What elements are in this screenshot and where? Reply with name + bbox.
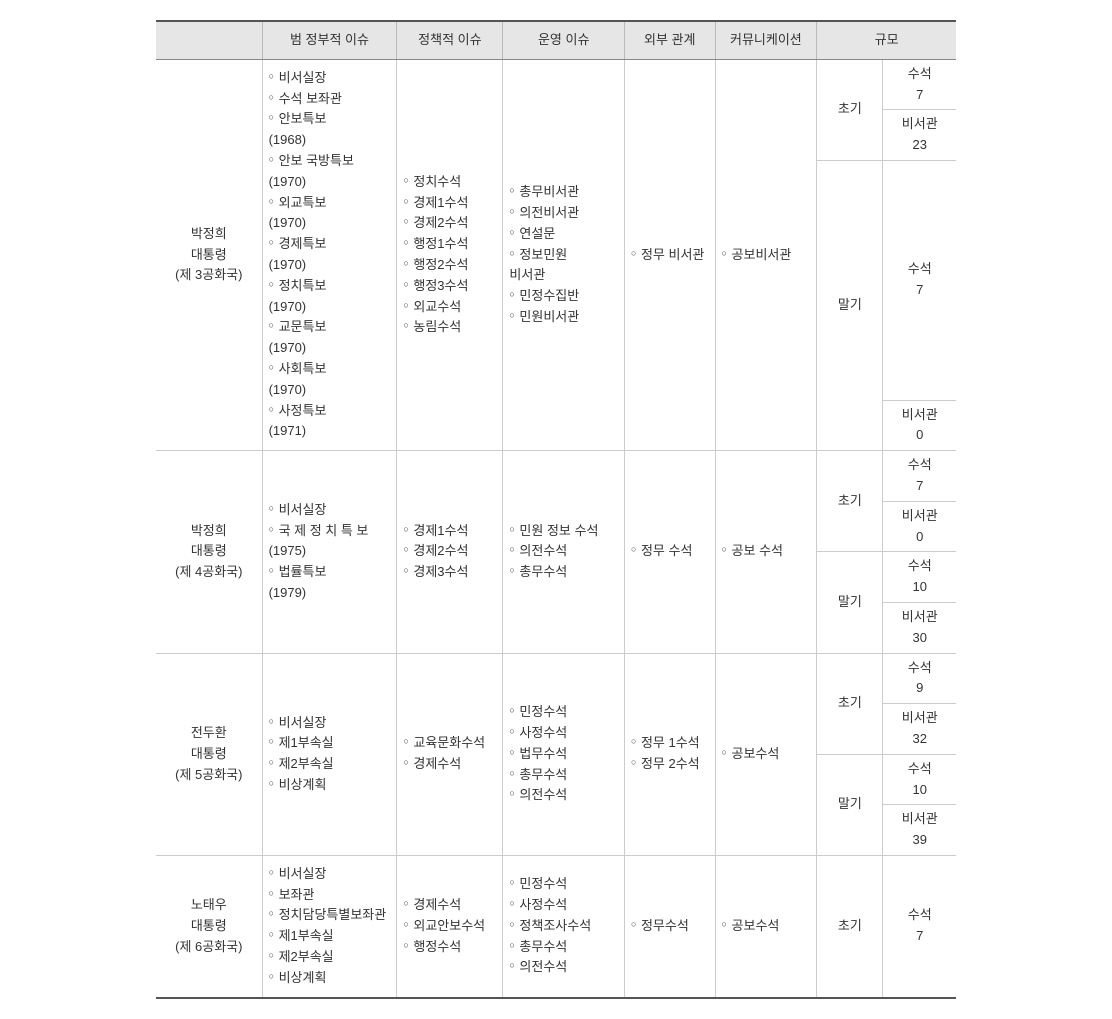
scale-cell: 비서관30 [883,602,956,653]
operations-cell: 민정수석사정수석정책조사수석총무수석의전수석 [503,855,625,997]
operations-cell: 총무비서관의전비서관연설문정보민원비서관민정수집반민원비서관 [503,59,625,450]
scale-cell: 수석9 [883,653,956,704]
president-cell: 노태우대통령(제 6공화국) [156,855,262,997]
comm-cell: 공보비서관 [715,59,817,450]
header-policy: 정책적 이슈 [397,21,503,59]
header-blank [156,21,262,59]
scale-cell: 수석10 [883,552,956,603]
policy-cell: 정치수석경제1수석경제2수석행정1수석행정2수석행정3수석외교수석농림수석 [397,59,503,450]
comparison-table: 범 정부적 이슈 정책적 이슈 운영 이슈 외부 관계 커뮤니케이션 규모 박정… [156,20,956,999]
header-comm: 커뮤니케이션 [715,21,817,59]
stage-cell: 초기 [817,653,883,754]
comparison-table-wrap: 범 정부적 이슈 정책적 이슈 운영 이슈 외부 관계 커뮤니케이션 규모 박정… [156,20,956,999]
pan-gov-cell: 비서실장보좌관정치담당특별보좌관제1부속실제2부속실비상계획 [262,855,397,997]
comm-cell: 공보 수석 [715,451,817,653]
header-scale: 규모 [817,21,956,59]
header-operations: 운영 이슈 [503,21,625,59]
scale-cell: 비서관39 [883,805,956,856]
scale-cell: 수석10 [883,754,956,805]
scale-cell: 비서관32 [883,704,956,755]
president-cell: 박정희대통령(제 3공화국) [156,59,262,450]
external-cell: 정무수석 [624,855,715,997]
stage-cell: 말기 [817,754,883,855]
table-row: 노태우대통령(제 6공화국)비서실장보좌관정치담당특별보좌관제1부속실제2부속실… [156,855,956,997]
stage-cell: 초기 [817,855,883,997]
pan-gov-cell: 비서실장제1부속실제2부속실비상계획 [262,653,397,855]
pan-gov-cell: 비서실장수석 보좌관안보특보(1968)안보 국방특보(1970)외교특보(19… [262,59,397,450]
scale-cell: 수석7 [883,451,956,502]
operations-cell: 민정수석사정수석법무수석총무수석의전수석 [503,653,625,855]
policy-cell: 교육문화수석경제수석 [397,653,503,855]
stage-cell: 초기 [817,59,883,160]
scale-cell: 수석7 [883,855,956,997]
stage-cell: 말기 [817,552,883,653]
stage-cell: 초기 [817,451,883,552]
stage-cell: 말기 [817,160,883,450]
header-pan-gov: 범 정부적 이슈 [262,21,397,59]
table-row: 박정희대통령(제 3공화국)비서실장수석 보좌관안보특보(1968)안보 국방특… [156,59,956,110]
operations-cell: 민원 정보 수석의전수석총무수석 [503,451,625,653]
president-cell: 전두환대통령(제 5공화국) [156,653,262,855]
policy-cell: 경제수석외교안보수석행정수석 [397,855,503,997]
table-row: 전두환대통령(제 5공화국)비서실장제1부속실제2부속실비상계획교육문화수석경제… [156,653,956,704]
table-body: 박정희대통령(제 3공화국)비서실장수석 보좌관안보특보(1968)안보 국방특… [156,59,956,997]
scale-cell: 수석7 [883,59,956,110]
comm-cell: 공보수석 [715,855,817,997]
policy-cell: 경제1수석경제2수석경제3수석 [397,451,503,653]
scale-cell: 비서관0 [883,501,956,552]
scale-cell: 비서관23 [883,110,956,161]
external-cell: 정무 수석 [624,451,715,653]
pan-gov-cell: 비서실장국 제 정 치 특 보(1975)법률특보(1979) [262,451,397,653]
president-cell: 박정희대통령(제 4공화국) [156,451,262,653]
scale-cell: 비서관0 [883,400,956,451]
scale-cell: 수석7 [883,160,956,400]
external-cell: 정무 1수석정무 2수석 [624,653,715,855]
table-header: 범 정부적 이슈 정책적 이슈 운영 이슈 외부 관계 커뮤니케이션 규모 [156,21,956,59]
table-row: 박정희대통령(제 4공화국)비서실장국 제 정 치 특 보(1975)법률특보(… [156,451,956,502]
header-external: 외부 관계 [624,21,715,59]
comm-cell: 공보수석 [715,653,817,855]
external-cell: 정무 비서관 [624,59,715,450]
